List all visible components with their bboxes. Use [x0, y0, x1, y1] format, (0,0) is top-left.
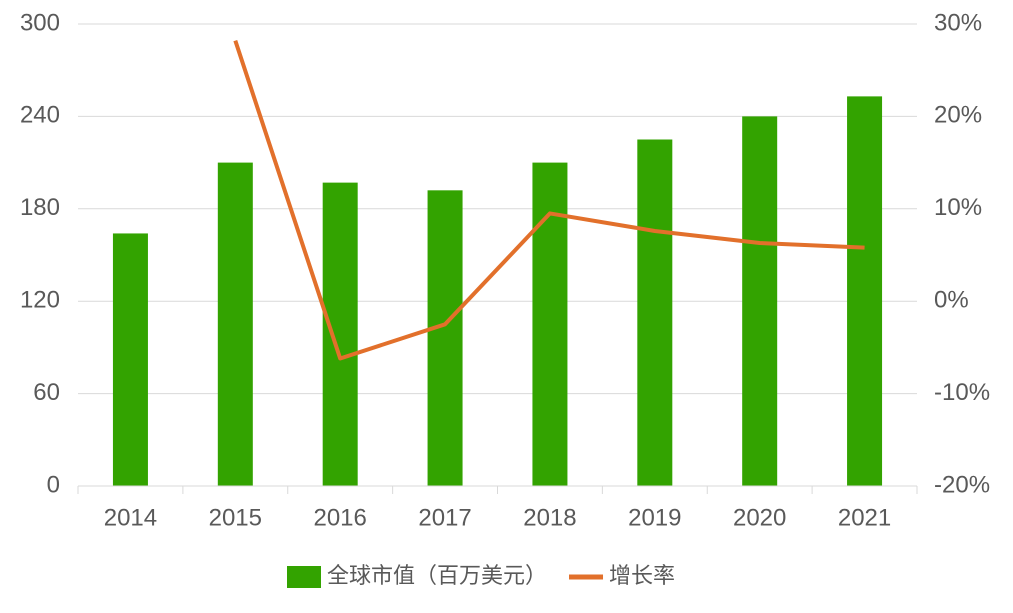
bar [322, 182, 358, 486]
x-tick-label: 2015 [209, 504, 262, 531]
x-tick-label: 2016 [313, 504, 366, 531]
legend-swatch [287, 566, 321, 588]
y2-tick-label: 30% [934, 9, 982, 36]
y-tick-label: 60 [33, 379, 60, 406]
bar [532, 162, 568, 486]
y2-tick-label: 10% [934, 194, 982, 221]
y2-tick-label: -10% [934, 379, 990, 406]
y2-tick-label: 0% [934, 287, 969, 314]
y-tick-label: 0 [47, 471, 60, 498]
bar [847, 96, 883, 486]
x-tick-label: 2020 [733, 504, 786, 531]
legend: 全球市值（百万美元） 增长率 [287, 563, 675, 588]
x-tick-label: 2018 [523, 504, 576, 531]
legend-label: 增长率 [609, 563, 675, 588]
bar [217, 162, 253, 486]
line [233, 40, 865, 361]
y-tick-label: 300 [20, 9, 60, 36]
bar [112, 233, 148, 486]
y-tick-label: 120 [20, 287, 60, 314]
bar [637, 139, 673, 486]
y2-tick-label: 20% [934, 102, 982, 129]
x-tick-label: 2017 [418, 504, 471, 531]
y-tick-label: 180 [20, 194, 60, 221]
bar [427, 190, 463, 486]
y2-tick-label: -20% [934, 471, 990, 498]
x-tick-label: 2019 [628, 504, 681, 531]
x-tick-label: 2021 [838, 504, 891, 531]
legend-label: 全球市值（百万美元） [327, 563, 547, 588]
bar [742, 116, 778, 487]
x-tick-label: 2014 [104, 504, 157, 531]
y-tick-label: 240 [20, 102, 60, 129]
